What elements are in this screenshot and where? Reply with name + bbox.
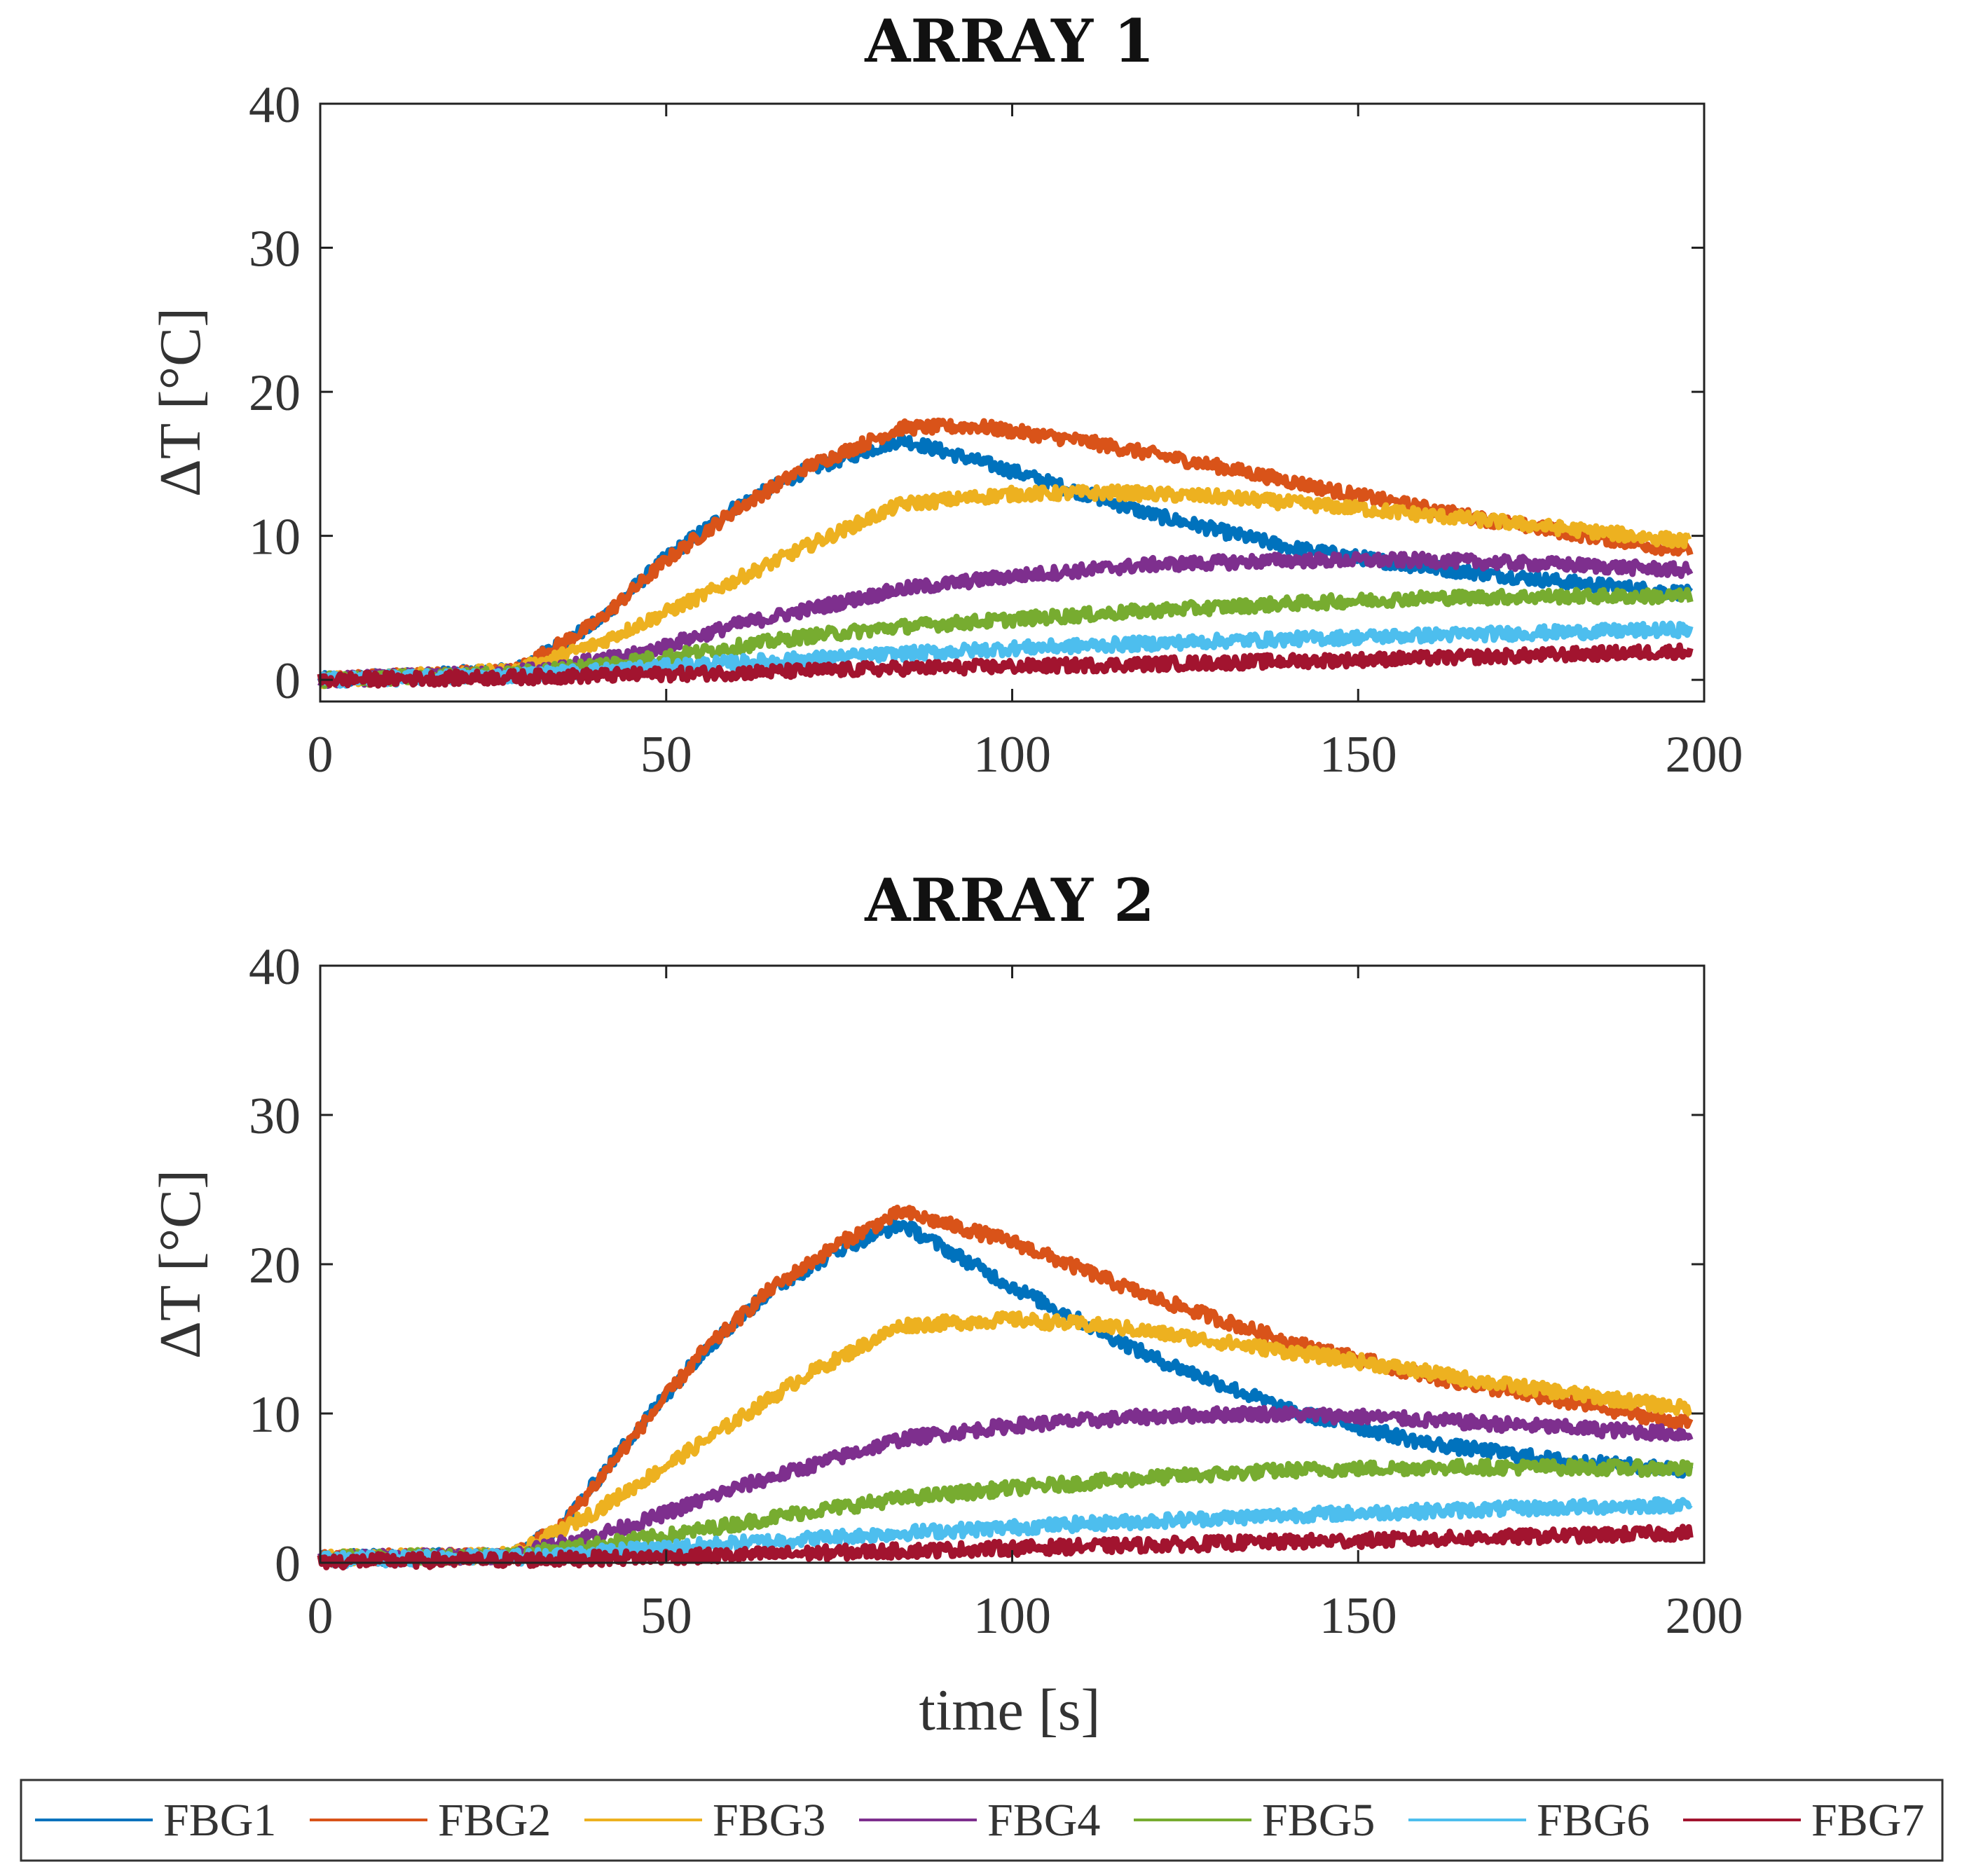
y-tick-label: 40 (249, 938, 301, 996)
legend-label-fbg5: FBG5 (1262, 1795, 1375, 1846)
legend: FBG1 FBG2 FBG3 FBG4 FBG5 FBG6 FBG7 (20, 1779, 1944, 1862)
legend-label-fbg2: FBG2 (438, 1795, 551, 1846)
plot-frame (319, 102, 1706, 703)
chart-array-1: ARRAY 1 0 50 100 150 200 0 10 20 30 40 ΔT [°C] (148, 6, 1743, 783)
series-line-fbg7 (317, 642, 1694, 689)
x-tick-label: 100 (973, 1587, 1051, 1645)
x-tick-label: 0 (308, 726, 334, 783)
x-tick-label: 50 (640, 1587, 692, 1645)
legend-label-fbg6: FBG6 (1537, 1795, 1649, 1846)
series-line-fbg2 (317, 417, 1694, 689)
y-tick-label: 10 (249, 509, 301, 566)
legend-label-fbg4: FBG4 (987, 1795, 1100, 1846)
chart-array-2: ARRAY 2 0 50 100 150 200 0 10 20 30 40 ΔT [°C] ti… (148, 865, 1743, 1743)
x-tick-label: 200 (1666, 726, 1743, 783)
y-tick-label: 0 (275, 652, 301, 710)
y-tick-label: 30 (249, 221, 301, 278)
y-tick-label: 30 (249, 1088, 301, 1145)
x-axis-label: time [s] (919, 1678, 1101, 1743)
x-tick-label: 150 (1319, 1587, 1397, 1645)
series-line-fbg4 (317, 1404, 1694, 1568)
x-tick-label: 100 (973, 726, 1051, 783)
x-tick-label: 150 (1319, 726, 1397, 783)
series-line-fbg5 (318, 1458, 1694, 1567)
chart-title: ARRAY 2 (864, 865, 1154, 935)
series-line-fbg7 (317, 1524, 1694, 1571)
legend-label-fbg3: FBG3 (713, 1795, 825, 1846)
legend-label-fbg7: FBG7 (1811, 1795, 1924, 1846)
legend-label-fbg1: FBG1 (163, 1795, 276, 1846)
x-tick-label: 0 (308, 1587, 334, 1645)
chart-title: ARRAY 1 (864, 6, 1154, 76)
legend-box (20, 1779, 1944, 1862)
y-axis-label: ΔT [°C] (148, 1170, 213, 1359)
y-tick-label: 20 (249, 364, 301, 422)
series-line-fbg4 (317, 550, 1694, 690)
y-axis-label: ΔT [°C] (148, 308, 213, 497)
series-line-fbg1 (317, 432, 1694, 687)
y-tick-label: 10 (249, 1386, 301, 1444)
y-tick-label: 40 (249, 76, 301, 134)
y-tick-label: 20 (249, 1237, 301, 1294)
y-tick-label: 0 (275, 1535, 301, 1593)
x-tick-label: 50 (640, 726, 692, 783)
x-tick-label: 200 (1666, 1587, 1743, 1645)
